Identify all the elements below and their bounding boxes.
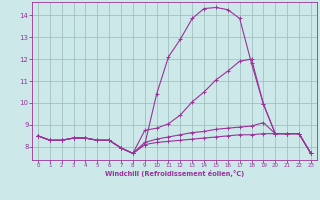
X-axis label: Windchill (Refroidissement éolien,°C): Windchill (Refroidissement éolien,°C)	[105, 170, 244, 177]
